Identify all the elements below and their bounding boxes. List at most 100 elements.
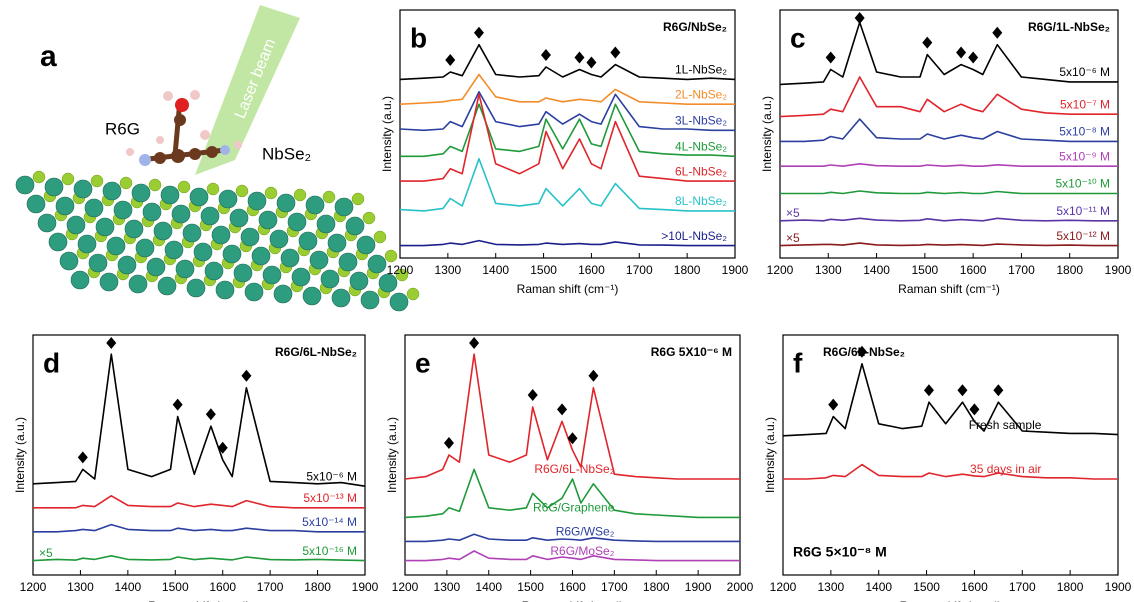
series-label: 5x10⁻¹³ M bbox=[303, 491, 357, 505]
x-tick-label: 1600 bbox=[961, 580, 988, 594]
x-tick-label: 1400 bbox=[865, 580, 892, 594]
spectrum-line bbox=[400, 239, 735, 247]
atom-nb bbox=[240, 227, 260, 247]
series-label: 2L-NbSe₂ bbox=[675, 87, 727, 101]
atom-se bbox=[395, 268, 409, 282]
x-tick-label: 1200 bbox=[770, 580, 797, 594]
peak-marker bbox=[968, 51, 979, 64]
atom-nb bbox=[73, 179, 93, 199]
x-tick-label: 1800 bbox=[674, 263, 701, 277]
atom-nb bbox=[164, 240, 184, 260]
panel-label: e bbox=[415, 347, 431, 378]
peak-marker bbox=[956, 46, 967, 59]
peak-marker bbox=[828, 398, 839, 411]
atom-nb bbox=[124, 219, 144, 239]
x-tick-label: 1900 bbox=[1105, 263, 1132, 277]
x-tick-label: 1700 bbox=[626, 263, 653, 277]
atom-nb bbox=[269, 229, 289, 249]
series-label: 5x10⁻⁸ M bbox=[1059, 125, 1110, 139]
scale-annotation: ×5 bbox=[786, 231, 800, 245]
atom-nb bbox=[280, 248, 300, 268]
atom-nb bbox=[244, 282, 264, 302]
series-label: R6G/Graphene bbox=[533, 501, 615, 515]
spectrum-line bbox=[779, 242, 1118, 247]
atom-nb bbox=[128, 274, 148, 294]
atom-nb bbox=[273, 284, 293, 304]
atom-nb bbox=[84, 198, 104, 218]
spectrum-line bbox=[780, 190, 1118, 195]
x-tick-label: 1300 bbox=[815, 263, 842, 277]
series-label: R6G/WSe₂ bbox=[556, 525, 615, 539]
atom-se bbox=[235, 184, 249, 198]
peak-marker bbox=[241, 369, 252, 382]
atom-se bbox=[264, 186, 278, 200]
x-tick-label: 1700 bbox=[1008, 263, 1035, 277]
x-tick-label: 1800 bbox=[1057, 580, 1084, 594]
y-axis-label: Intensity (a.u.) bbox=[380, 96, 394, 172]
atom-se bbox=[148, 178, 162, 192]
spectrum-line bbox=[780, 163, 1118, 167]
atom-nb bbox=[367, 254, 387, 274]
atom-nb bbox=[258, 210, 278, 230]
atom-nb bbox=[15, 175, 35, 195]
series-label: 5x10⁻¹⁰ M bbox=[1056, 177, 1111, 191]
peak-marker bbox=[825, 51, 836, 64]
spectrum-line bbox=[399, 73, 735, 105]
atom-nb bbox=[233, 263, 253, 283]
atom-nb bbox=[193, 242, 213, 262]
x-axis-label: Raman shift (cm⁻¹) bbox=[900, 599, 1002, 602]
spectrum-line bbox=[780, 118, 1118, 143]
atom-se bbox=[90, 174, 104, 188]
molecule bbox=[126, 90, 242, 166]
peak-marker bbox=[567, 432, 578, 445]
series-label: 5x10⁻¹⁴ M bbox=[302, 515, 357, 529]
spectrum-line bbox=[404, 353, 740, 480]
atom-nb bbox=[44, 177, 64, 197]
panel-label: f bbox=[793, 347, 803, 378]
plot-frame bbox=[32, 334, 366, 576]
atom-nb bbox=[316, 214, 336, 234]
lattice bbox=[15, 170, 420, 312]
atom-nb bbox=[334, 197, 354, 217]
series-label: R6G/6L-NbSe₂ bbox=[534, 462, 614, 476]
peak-marker bbox=[443, 437, 454, 449]
atom-nb bbox=[215, 280, 235, 300]
peak-marker bbox=[610, 46, 621, 59]
x-axis-label: Raman shift (cm⁻¹) bbox=[148, 599, 250, 602]
spectrum-line bbox=[779, 76, 1118, 118]
atom-nb bbox=[276, 193, 296, 213]
spectrum-line bbox=[779, 21, 1118, 86]
atom-se bbox=[362, 211, 376, 225]
x-tick-label: 1500 bbox=[517, 580, 544, 594]
x-tick-label: 1700 bbox=[257, 580, 284, 594]
atom-se bbox=[119, 176, 133, 190]
series-label: R6G/MoSe₂ bbox=[550, 544, 614, 558]
chart-title: R6G 5X10⁻⁶ M bbox=[651, 345, 732, 359]
x-tick-label: 1900 bbox=[722, 263, 749, 277]
x-tick-label: 1600 bbox=[578, 263, 605, 277]
peak-marker bbox=[172, 398, 183, 411]
atom-se bbox=[32, 170, 46, 184]
atom-nb bbox=[378, 273, 398, 293]
panel: 1200 1300 1400 1500 1600 1700 1800 1900 2000 Rama… bbox=[385, 334, 754, 602]
x-tick-label: 1300 bbox=[818, 580, 845, 594]
atom-nb bbox=[186, 278, 206, 298]
chart-title: R6G/1L-NbSe₂ bbox=[1028, 20, 1110, 34]
x-tick-label: 1400 bbox=[482, 263, 509, 277]
peak-marker bbox=[993, 384, 1004, 397]
x-tick-label: 1200 bbox=[767, 263, 794, 277]
x-tick-label: 1500 bbox=[162, 580, 189, 594]
peak-marker bbox=[77, 451, 88, 464]
substrate-label: NbSe₂ bbox=[262, 144, 311, 163]
peak-marker bbox=[106, 337, 117, 349]
atom-nb bbox=[59, 251, 79, 271]
panel: 1200 1300 1400 1500 1600 1700 1800 1900 Raman sh… bbox=[763, 334, 1132, 602]
x-tick-label: 1400 bbox=[115, 580, 142, 594]
series-label: 35 days in air bbox=[970, 462, 1041, 476]
atom-nb bbox=[338, 252, 358, 272]
atom-nb bbox=[160, 185, 180, 205]
x-tick-label: 1500 bbox=[912, 263, 939, 277]
x-tick-label: 1600 bbox=[960, 263, 987, 277]
atom-nb bbox=[204, 261, 224, 281]
series-label: 1L-NbSe₂ bbox=[675, 63, 727, 77]
